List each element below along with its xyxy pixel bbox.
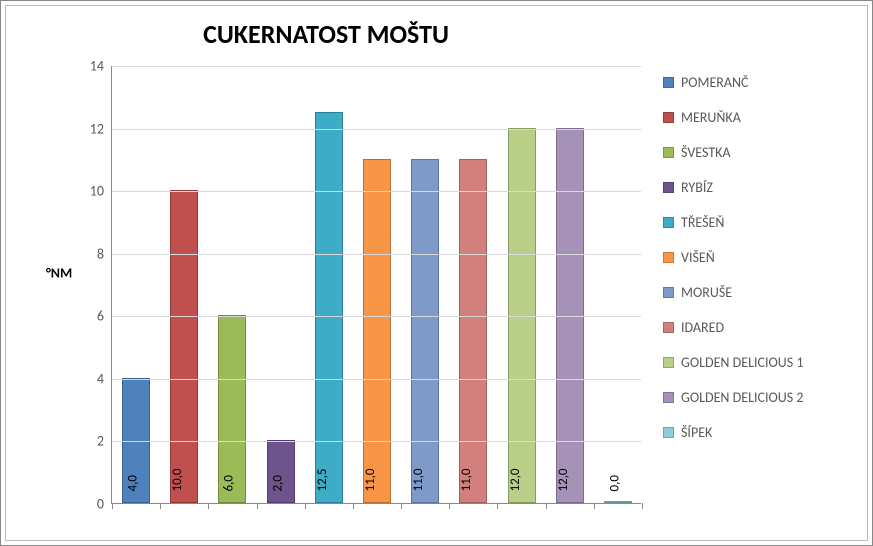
x-tick — [305, 503, 306, 509]
legend-swatch — [663, 252, 674, 263]
legend-item: IDARED — [663, 319, 853, 336]
legend: POMERANČ MERUŇKA ŠVESTKA RYBÍZ TŘEŠEŇ VIŠEŇ MO… — [663, 74, 853, 459]
x-tick — [449, 503, 450, 509]
chart-title: CUKERNATOST MOŠTU — [6, 18, 646, 50]
bar — [267, 440, 295, 503]
chart-inner: CUKERNATOST MOŠTU °NM 4,0 10,0 6,0 2,0 12,5 1… — [5, 5, 868, 541]
bar-value-label: 12,5 — [315, 468, 330, 491]
legend-label: IDARED — [681, 319, 724, 336]
bar-value-label: 12,0 — [556, 468, 571, 491]
x-tick — [208, 503, 209, 509]
bar-value-label: 0,0 — [607, 475, 622, 491]
y-tick-label: 0 — [97, 496, 112, 513]
legend-label: GOLDEN DELICIOUS 2 — [681, 389, 803, 406]
gridline — [112, 129, 641, 130]
legend-swatch — [663, 427, 674, 438]
legend-label: VIŠEŇ — [681, 249, 715, 266]
legend-swatch — [663, 182, 674, 193]
legend-label: TŘEŠEŇ — [681, 214, 724, 231]
legend-item: TŘEŠEŇ — [663, 214, 853, 231]
legend-item: MORUŠE — [663, 284, 853, 301]
legend-label: ŠÍPEK — [681, 424, 712, 441]
legend-label: ŠVESTKA — [681, 144, 731, 161]
bar-value-label: 11,0 — [411, 468, 426, 491]
bar — [604, 501, 632, 503]
legend-item: GOLDEN DELICIOUS 2 — [663, 389, 853, 406]
chart-container: CUKERNATOST MOŠTU °NM 4,0 10,0 6,0 2,0 12,5 1… — [0, 0, 873, 546]
legend-label: MORUŠE — [681, 284, 732, 301]
legend-item: ŠVESTKA — [663, 144, 853, 161]
bar-value-label: 6,0 — [222, 475, 237, 491]
x-tick — [546, 503, 547, 509]
legend-swatch — [663, 112, 674, 123]
bar-value-label: 11,0 — [363, 468, 378, 491]
legend-item: POMERANČ — [663, 74, 853, 91]
y-axis-label: °NM — [46, 265, 72, 282]
bar-value-label: 10,0 — [170, 468, 185, 491]
bar-value-label: 11,0 — [459, 468, 474, 491]
gridline — [112, 316, 641, 317]
bar-value-label: 4,0 — [125, 475, 140, 491]
bar — [363, 159, 391, 503]
x-tick — [257, 503, 258, 509]
y-tick-label: 14 — [90, 58, 112, 75]
bar — [170, 190, 198, 503]
gridline — [112, 379, 641, 380]
x-tick — [160, 503, 161, 509]
gridline — [112, 441, 641, 442]
bar — [508, 128, 536, 503]
bar-value-label: 12,0 — [508, 468, 523, 491]
legend-swatch — [663, 147, 674, 158]
x-tick — [497, 503, 498, 509]
legend-swatch — [663, 217, 674, 228]
legend-label: GOLDEN DELICIOUS 1 — [681, 354, 803, 371]
x-tick — [112, 503, 113, 509]
bar — [459, 159, 487, 503]
x-tick — [401, 503, 402, 509]
x-tick — [353, 503, 354, 509]
gridline — [112, 254, 641, 255]
bar-value-label: 2,0 — [270, 475, 285, 491]
x-tick — [642, 503, 643, 509]
legend-label: MERUŇKA — [681, 109, 741, 126]
y-tick-label: 2 — [97, 433, 112, 450]
y-tick-label: 10 — [90, 183, 112, 200]
bar — [411, 159, 439, 503]
legend-item: GOLDEN DELICIOUS 1 — [663, 354, 853, 371]
bar — [315, 112, 343, 503]
legend-swatch — [663, 77, 674, 88]
y-tick-label: 12 — [90, 120, 112, 137]
y-tick-label: 4 — [97, 370, 112, 387]
gridline — [112, 191, 641, 192]
legend-item: ŠÍPEK — [663, 424, 853, 441]
legend-label: POMERANČ — [681, 74, 749, 91]
y-tick-label: 6 — [97, 308, 112, 325]
legend-item: RYBÍZ — [663, 179, 853, 196]
bars-group: 4,0 10,0 6,0 2,0 12,5 11,0 11,0 11,0 12,0 12,0 0,0 — [112, 66, 641, 503]
gridline — [112, 66, 641, 67]
legend-swatch — [663, 392, 674, 403]
legend-label: RYBÍZ — [681, 179, 713, 196]
bar — [556, 128, 584, 503]
legend-swatch — [663, 287, 674, 298]
x-tick — [594, 503, 595, 509]
legend-item: MERUŇKA — [663, 109, 853, 126]
plot-area: 4,0 10,0 6,0 2,0 12,5 11,0 11,0 11,0 12,0 12,0 0,0… — [111, 66, 641, 504]
y-tick-label: 8 — [97, 245, 112, 262]
legend-swatch — [663, 322, 674, 333]
legend-item: VIŠEŇ — [663, 249, 853, 266]
legend-swatch — [663, 357, 674, 368]
